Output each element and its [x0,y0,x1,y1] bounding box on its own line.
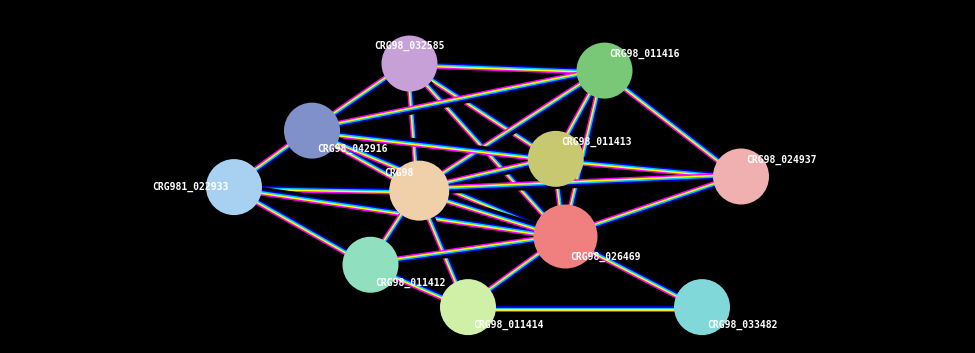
Text: CRG98_024937: CRG98_024937 [746,154,816,164]
Circle shape [713,149,769,204]
Circle shape [389,161,449,221]
Circle shape [284,103,340,158]
Circle shape [440,279,496,335]
Circle shape [527,131,584,187]
Circle shape [533,204,598,269]
Text: CRG98_011414: CRG98_011414 [473,320,543,330]
Text: CRG981_022933: CRG981_022933 [153,182,229,192]
Circle shape [206,159,262,215]
Text: CRG98_026469: CRG98_026469 [570,251,641,262]
Text: CRG98_011416: CRG98_011416 [609,48,680,59]
Text: CRG98_042916: CRG98_042916 [317,144,387,154]
Text: CRG98_032585: CRG98_032585 [374,41,445,50]
Text: CRG98_011413: CRG98_011413 [561,137,631,147]
Circle shape [576,43,633,98]
Text: CRG98_011412: CRG98_011412 [375,278,446,288]
Text: CRG98_033482: CRG98_033482 [707,320,777,330]
Circle shape [674,279,730,335]
Text: CRG98: CRG98 [384,168,413,178]
Circle shape [342,237,399,293]
Circle shape [381,36,438,91]
